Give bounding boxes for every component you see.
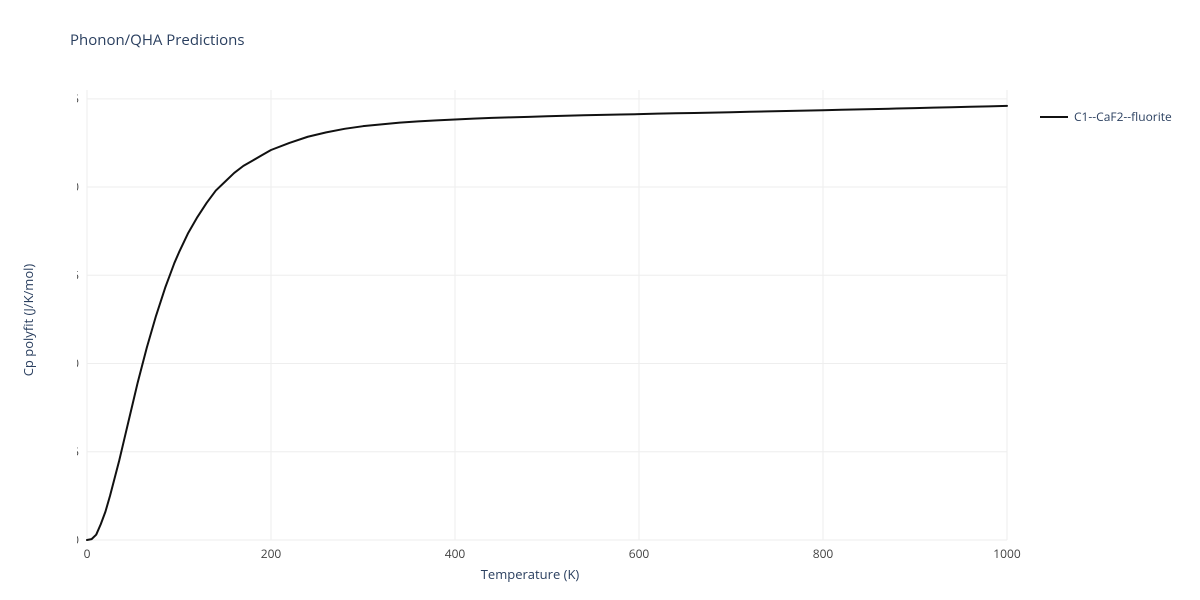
svg-text:20: 20: [77, 178, 79, 195]
svg-text:1000: 1000: [993, 545, 1021, 562]
x-axis-label: Temperature (K): [481, 565, 580, 583]
legend: C1--CaF2--fluorite: [1040, 108, 1172, 125]
svg-text:10: 10: [77, 355, 79, 372]
y-axis-label: Cp polyfit (J/K/mol): [19, 264, 37, 377]
legend-item: C1--CaF2--fluorite: [1040, 108, 1172, 125]
svg-text:800: 800: [813, 545, 834, 562]
chart-container: Phonon/QHA Predictions 02004006008001000…: [0, 0, 1200, 600]
svg-text:15: 15: [77, 266, 79, 283]
svg-text:0: 0: [84, 545, 91, 562]
svg-text:400: 400: [445, 545, 466, 562]
plot-area: 0 200 400 600 800 1000 0 5 10 15 20 25: [77, 90, 1057, 580]
svg-text:0: 0: [77, 531, 79, 548]
legend-label: C1--CaF2--fluorite: [1074, 108, 1172, 125]
svg-text:600: 600: [629, 545, 650, 562]
chart-title: Phonon/QHA Predictions: [70, 30, 245, 50]
svg-text:5: 5: [77, 443, 79, 460]
legend-swatch-icon: [1040, 116, 1068, 118]
svg-text:25: 25: [77, 90, 79, 107]
svg-text:200: 200: [261, 545, 282, 562]
